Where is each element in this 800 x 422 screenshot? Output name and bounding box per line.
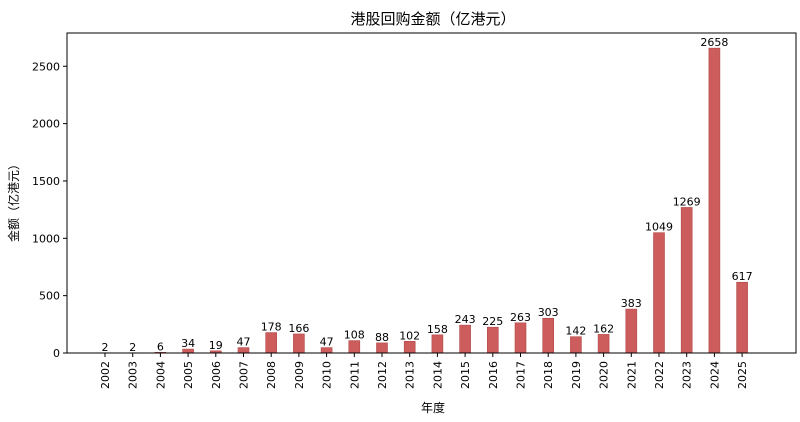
data-label-2011: 108 xyxy=(344,329,365,342)
data-label-2024: 2658 xyxy=(700,36,728,49)
x-tick-label-2020: 2020 xyxy=(598,361,611,389)
data-label-2019: 142 xyxy=(565,325,586,338)
x-tick-label-2021: 2021 xyxy=(625,361,638,389)
bar-2024 xyxy=(708,47,721,354)
plot-area: 2 2002 2 2003 6 2004 34 2005 19 2006 47 2007 178 2008… xyxy=(32,32,797,389)
data-label-2008: 178 xyxy=(261,321,282,334)
x-tick-label-2011: 2011 xyxy=(348,361,361,389)
bar-2008 xyxy=(265,332,278,354)
bar-2015 xyxy=(459,324,471,354)
bar-2019 xyxy=(570,336,582,354)
data-label-2023: 1269 xyxy=(673,195,701,208)
data-label-2014: 158 xyxy=(427,323,448,336)
y-axis-label: 金额（亿港元） xyxy=(6,158,21,242)
chart-title: 港股回购金额（亿港元） xyxy=(350,10,515,28)
x-tick-label-2022: 2022 xyxy=(653,361,666,389)
bar-2014 xyxy=(431,334,444,354)
x-tick-label-2017: 2017 xyxy=(515,361,528,389)
data-label-2020: 162 xyxy=(593,322,614,335)
bar-2009 xyxy=(293,333,305,354)
data-label-2007: 47 xyxy=(237,336,251,349)
x-tick-label-2012: 2012 xyxy=(376,361,389,389)
data-label-2006: 19 xyxy=(209,339,223,352)
data-label-2010: 47 xyxy=(320,336,334,349)
bar-2021 xyxy=(625,308,638,354)
x-tick-label-2008: 2008 xyxy=(265,361,278,389)
x-tick-label-2009: 2009 xyxy=(293,361,306,389)
x-tick-label-2010: 2010 xyxy=(321,361,334,389)
x-tick-label-2004: 2004 xyxy=(154,361,167,389)
x-tick-label-2007: 2007 xyxy=(238,361,251,389)
data-label-2018: 303 xyxy=(538,306,559,319)
y-tick-label-0: 0 xyxy=(53,347,60,360)
x-tick-label-2019: 2019 xyxy=(570,361,583,389)
data-label-2022: 1049 xyxy=(645,221,673,234)
data-label-2015: 243 xyxy=(455,313,476,326)
bar-2018 xyxy=(542,317,555,354)
x-tick-label-2003: 2003 xyxy=(127,361,140,389)
bar-2020 xyxy=(597,334,610,354)
data-label-2025: 617 xyxy=(732,270,753,283)
x-tick-label-2023: 2023 xyxy=(681,361,694,389)
x-tick-label-2013: 2013 xyxy=(404,361,417,389)
bar-2023 xyxy=(680,207,693,354)
y-tick-label-500: 500 xyxy=(39,290,60,303)
y-tick-label-1500: 1500 xyxy=(32,175,60,188)
bar-2022 xyxy=(653,232,665,354)
data-label-2012: 88 xyxy=(375,331,389,344)
plot-frame xyxy=(66,32,797,354)
data-label-2004: 6 xyxy=(157,340,164,353)
bar-2012 xyxy=(376,342,388,354)
data-label-2002: 2 xyxy=(102,341,109,354)
data-label-2021: 383 xyxy=(621,297,642,310)
x-tick-label-2016: 2016 xyxy=(487,361,500,389)
x-tick-label-2014: 2014 xyxy=(431,361,444,389)
bar-2025 xyxy=(736,281,748,354)
y-tick-label-1000: 1000 xyxy=(32,232,60,245)
x-tick-label-2006: 2006 xyxy=(210,361,223,389)
bar-2013 xyxy=(403,341,416,354)
x-tick-label-2005: 2005 xyxy=(182,361,195,389)
y-tick-label-2500: 2500 xyxy=(32,60,60,73)
bar-2016 xyxy=(486,326,499,354)
bar-2017 xyxy=(514,322,527,354)
y-tick-label-2000: 2000 xyxy=(32,118,60,131)
x-tick-label-2018: 2018 xyxy=(542,361,555,389)
x-axis-label: 年度 xyxy=(421,400,445,415)
data-label-2016: 225 xyxy=(482,315,503,328)
data-label-2005: 34 xyxy=(181,337,195,350)
bar-2011 xyxy=(348,340,361,354)
x-tick-label-2025: 2025 xyxy=(736,361,749,389)
data-label-2009: 166 xyxy=(288,322,309,335)
x-tick-label-2002: 2002 xyxy=(99,361,112,389)
x-tick-label-2024: 2024 xyxy=(708,361,721,389)
data-label-2003: 2 xyxy=(129,341,136,354)
x-tick-label-2015: 2015 xyxy=(459,361,472,389)
data-label-2013: 102 xyxy=(399,329,420,342)
data-label-2017: 263 xyxy=(510,311,531,324)
